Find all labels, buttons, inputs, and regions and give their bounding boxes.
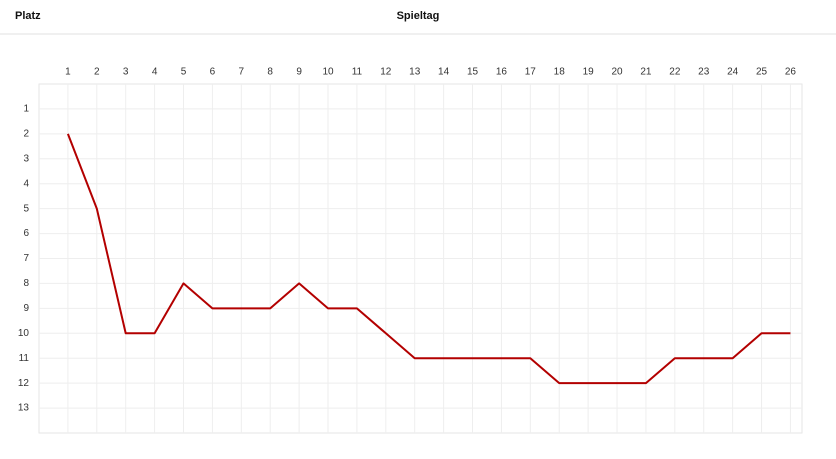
y-tick-label: 7 bbox=[23, 253, 29, 264]
y-tick-label: 8 bbox=[23, 278, 29, 289]
x-tick-label: 9 bbox=[296, 67, 302, 78]
x-tick-label: 12 bbox=[380, 67, 392, 78]
x-tick-label: 23 bbox=[698, 67, 710, 78]
y-tick-label: 2 bbox=[23, 128, 29, 139]
x-tick-label: 15 bbox=[467, 67, 479, 78]
x-tick-label: 1 bbox=[65, 67, 71, 78]
x-tick-label: 6 bbox=[210, 67, 216, 78]
x-tick-label: 8 bbox=[267, 67, 273, 78]
y-tick-label: 11 bbox=[19, 353, 30, 364]
x-tick-label: 22 bbox=[669, 67, 681, 78]
x-tick-label: 16 bbox=[496, 67, 508, 78]
x-tick-label: 19 bbox=[583, 67, 595, 78]
x-tick-label: 17 bbox=[525, 67, 537, 78]
x-tick-label: 3 bbox=[123, 67, 129, 78]
position-line bbox=[66, 133, 791, 385]
x-tick-label: 20 bbox=[611, 67, 623, 78]
y-tick-label: 3 bbox=[23, 153, 29, 164]
x-tick-label: 13 bbox=[409, 67, 421, 78]
y-tick-label: 12 bbox=[18, 378, 30, 389]
x-tick-label: 5 bbox=[181, 67, 187, 78]
x-tick-label: 4 bbox=[152, 67, 158, 78]
x-tick-label: 7 bbox=[239, 67, 245, 78]
x-tick-label: 21 bbox=[640, 67, 652, 78]
y-axis-header: Platz bbox=[15, 10, 41, 22]
y-tick-label: 13 bbox=[18, 403, 30, 414]
y-tick-label: 4 bbox=[23, 178, 29, 189]
y-tick-label: 5 bbox=[23, 203, 29, 214]
x-tick-label: 11 bbox=[352, 67, 363, 78]
x-tick-label: 14 bbox=[438, 67, 450, 78]
x-tick-label: 2 bbox=[94, 67, 100, 78]
x-tick-label: 18 bbox=[554, 67, 566, 78]
y-tick-label: 9 bbox=[23, 303, 29, 314]
x-axis-header: Spieltag bbox=[397, 10, 440, 22]
x-tick-label: 26 bbox=[785, 67, 797, 78]
x-tick-label: 10 bbox=[322, 67, 334, 78]
y-tick-label: 6 bbox=[23, 228, 29, 239]
y-tick-label: 1 bbox=[23, 104, 29, 115]
y-tick-label: 10 bbox=[18, 328, 30, 339]
x-tick-label: 24 bbox=[727, 67, 739, 78]
x-tick-label: 25 bbox=[756, 67, 768, 78]
